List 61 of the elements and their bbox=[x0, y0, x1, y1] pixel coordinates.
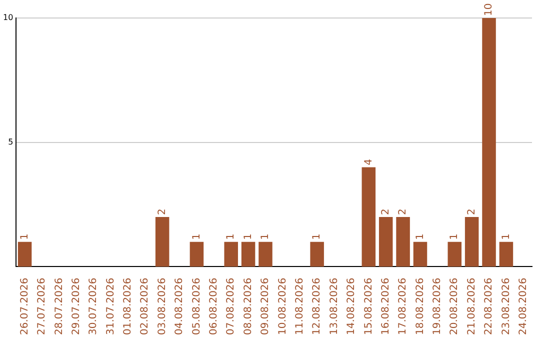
bar bbox=[378, 216, 393, 267]
x-tick-label: 21.08.2026 bbox=[466, 278, 478, 336]
bar bbox=[413, 242, 428, 267]
data-label: 4 bbox=[363, 158, 374, 166]
x-tick-label: 29.07.2026 bbox=[70, 278, 82, 336]
data-label: 1 bbox=[191, 233, 202, 240]
x-tick-label: 11.08.2026 bbox=[294, 278, 306, 336]
data-label: 2 bbox=[156, 208, 168, 215]
bar bbox=[499, 242, 514, 267]
bar bbox=[241, 242, 256, 267]
data-label: 2 bbox=[466, 208, 478, 215]
x-tick-label: 06.08.2026 bbox=[208, 278, 220, 336]
x-tick-label: 30.07.2026 bbox=[88, 278, 100, 336]
x-tick-label: 17.08.2026 bbox=[398, 278, 409, 336]
bar bbox=[224, 242, 238, 267]
bar bbox=[448, 242, 462, 267]
data-label: 2 bbox=[398, 208, 409, 215]
data-label: 2 bbox=[380, 208, 392, 215]
x-tick-label: 22.08.2026 bbox=[484, 278, 495, 336]
data-label: 1 bbox=[312, 233, 323, 240]
data-label: 1 bbox=[242, 233, 254, 240]
x-tick-label: 31.07.2026 bbox=[105, 278, 116, 336]
y-tick-label: 5 bbox=[8, 137, 14, 146]
bar bbox=[310, 242, 324, 267]
x-tick-label: 08.08.2026 bbox=[242, 278, 254, 336]
x-tick-label: 18.08.2026 bbox=[414, 278, 426, 336]
x-tick-label: 04.08.2026 bbox=[174, 278, 186, 336]
bar bbox=[258, 242, 272, 267]
x-tick-label: 20.08.2026 bbox=[449, 278, 460, 336]
x-tick-label: 02.08.2026 bbox=[140, 278, 151, 336]
x-tick-label: 01.08.2026 bbox=[122, 278, 134, 336]
x-tick-label: 14.08.2026 bbox=[346, 278, 358, 336]
x-tick-label: 26.07.2026 bbox=[19, 278, 30, 336]
x-tick-label: 24.08.2026 bbox=[518, 278, 529, 336]
bar bbox=[155, 216, 170, 267]
x-tick-label: 03.08.2026 bbox=[156, 278, 168, 336]
bar bbox=[482, 18, 496, 267]
x-tick-label: 09.08.2026 bbox=[260, 278, 272, 336]
bar bbox=[464, 216, 479, 267]
bar bbox=[396, 216, 410, 267]
bar bbox=[190, 242, 204, 267]
data-label: 1 bbox=[414, 233, 426, 240]
x-tick-label: 13.08.2026 bbox=[328, 278, 340, 336]
data-label: 1 bbox=[500, 233, 512, 240]
x-tick-label: 10.08.2026 bbox=[277, 278, 288, 336]
x-tick-label: 07.08.2026 bbox=[226, 278, 237, 336]
data-label: 1 bbox=[19, 233, 30, 240]
bar bbox=[18, 242, 32, 267]
x-tick-label: 19.08.2026 bbox=[432, 278, 444, 336]
x-tick-label: 15.08.2026 bbox=[363, 278, 374, 336]
data-label: 1 bbox=[260, 233, 272, 240]
data-label: 1 bbox=[226, 233, 237, 240]
data-label: 1 bbox=[449, 233, 460, 240]
bar bbox=[362, 167, 376, 267]
x-tick-label: 05.08.2026 bbox=[191, 278, 202, 336]
x-tick-label: 27.07.2026 bbox=[36, 278, 48, 336]
x-tick-label: 28.07.2026 bbox=[54, 278, 65, 336]
data-label: 10 bbox=[484, 3, 495, 16]
x-tick-label: 23.08.2026 bbox=[500, 278, 512, 336]
x-tick-label: 16.08.2026 bbox=[380, 278, 392, 336]
x-tick-label: 12.08.2026 bbox=[312, 278, 323, 336]
